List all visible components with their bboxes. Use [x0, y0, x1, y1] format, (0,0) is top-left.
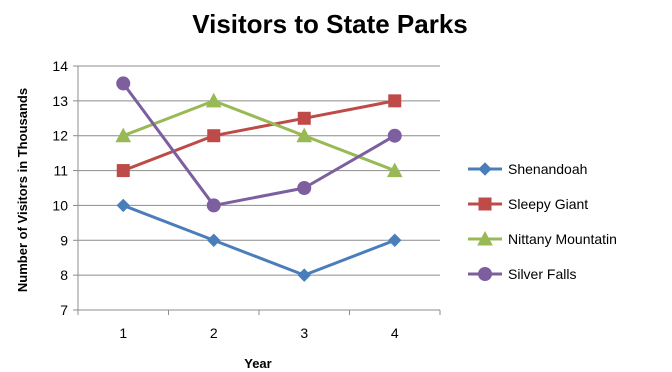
legend: Shenandoah Sleepy Giant Nittany Mountatin S… [468, 161, 617, 282]
y-tick-label: 11 [53, 163, 68, 179]
axes [73, 65, 441, 315]
series-nittany-mountatin [115, 92, 403, 178]
chart-title: Visitors to State Parks [192, 9, 468, 39]
y-tick-label: 13 [52, 93, 68, 109]
x-tick-label: 4 [391, 325, 399, 341]
data-point [115, 127, 132, 143]
x-axis-title: Year [244, 356, 271, 371]
x-tick-label: 3 [300, 325, 308, 341]
series-shenandoah [116, 198, 402, 282]
legend-entry: Silver Falls [468, 266, 576, 282]
x-tick-label: 1 [119, 325, 127, 341]
data-point [206, 198, 221, 213]
legend-label: Shenandoah [508, 161, 587, 177]
y-tick-label: 12 [52, 128, 68, 144]
series-line [122, 204, 396, 277]
data-point [386, 162, 403, 178]
y-tick-label: 8 [60, 267, 68, 283]
data-point [297, 181, 312, 195]
y-tick-label: 10 [52, 197, 68, 213]
legend-label: Sleepy Giant [508, 196, 588, 212]
y-axis-ticks: 7 8 9 10 11 12 13 14 [52, 58, 68, 318]
y-axis-title: Number of Visitors in Thousands [15, 88, 30, 292]
y-tick-label: 7 [60, 302, 68, 318]
data-point [297, 268, 311, 282]
data-point [388, 233, 402, 247]
legend-entry: Sleepy Giant [468, 196, 588, 212]
series-line [122, 99, 396, 172]
legend-marker [477, 230, 493, 246]
data-point [116, 164, 130, 178]
data-point [296, 127, 313, 143]
data-point [116, 76, 131, 91]
legend-label: Nittany Mountatin [508, 231, 617, 247]
data-point [205, 92, 222, 108]
series-silver-falls [116, 76, 402, 213]
x-tick-label: 2 [210, 325, 218, 341]
y-tick-label: 9 [60, 232, 68, 248]
y-tick-label: 14 [52, 58, 68, 74]
data-point [297, 111, 311, 125]
data-point [388, 94, 402, 108]
gridlines [78, 65, 440, 276]
x-axis-ticks: 1 2 3 4 [119, 325, 399, 341]
legend-label: Silver Falls [508, 266, 576, 282]
series-group [115, 76, 403, 282]
legend-entry: Nittany Mountatin [468, 230, 617, 247]
legend-marker [478, 267, 492, 281]
data-point [387, 128, 402, 143]
series-sleepy-giant [116, 94, 402, 178]
data-point [116, 198, 130, 213]
data-point [207, 129, 221, 143]
series-line [122, 82, 396, 207]
legend-marker [478, 197, 492, 211]
legend-marker [478, 162, 492, 176]
series-line [122, 99, 396, 172]
legend-entry: Shenandoah [468, 161, 587, 177]
data-point [207, 233, 221, 247]
